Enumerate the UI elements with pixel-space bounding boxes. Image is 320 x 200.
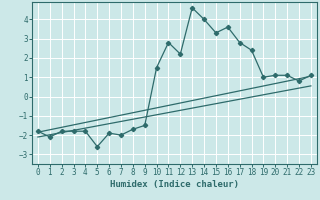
X-axis label: Humidex (Indice chaleur): Humidex (Indice chaleur) bbox=[110, 180, 239, 189]
